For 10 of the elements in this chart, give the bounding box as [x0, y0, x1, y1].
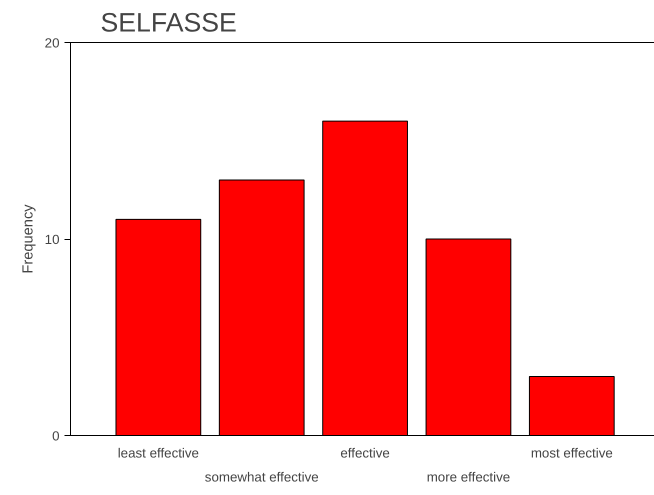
- y-tick-label: 0: [52, 428, 60, 444]
- x-tick-label: most effective: [530, 446, 613, 460]
- x-tick-label: more effective: [426, 470, 510, 484]
- x-tick-label: effective: [340, 446, 390, 460]
- x-tick-label: somewhat effective: [204, 470, 319, 484]
- chart-title: SELFASSE: [100, 8, 237, 38]
- y-tick-label: 10: [44, 232, 60, 247]
- y-axis-title: Frequency: [20, 204, 37, 274]
- y-tick-label: 20: [44, 36, 60, 50]
- x-tick-label: least effective: [118, 446, 199, 460]
